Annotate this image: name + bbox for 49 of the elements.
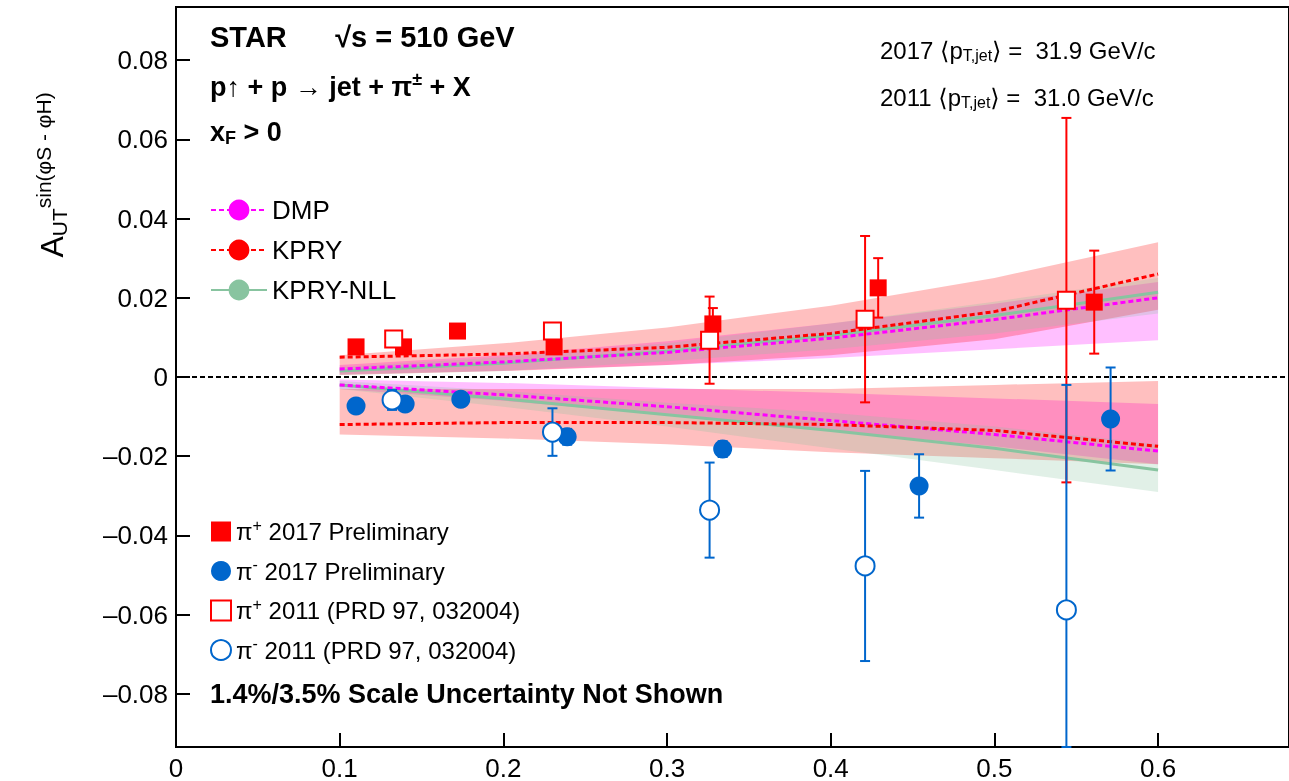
y-tick-label: –0.06 — [102, 599, 168, 630]
line-series — [338, 421, 1160, 448]
line-series — [338, 383, 1160, 453]
point — [381, 389, 403, 411]
point — [346, 396, 366, 416]
point — [855, 309, 875, 329]
x-tick-label: 0.2 — [485, 753, 522, 781]
y-axis-title: AUTsin(φS - φH) — [31, 92, 71, 258]
point — [1056, 290, 1076, 310]
x-tick-label: 0.5 — [976, 753, 1013, 781]
y-tick-label: 0 — [153, 362, 168, 392]
point — [909, 476, 929, 496]
x-tick-label: 0.4 — [812, 753, 849, 781]
x-tick-label: 0.6 — [1139, 753, 1177, 781]
point — [451, 389, 471, 409]
legend-label: π- 2011 (PRD 97, 032004) — [236, 635, 517, 664]
text: STAR √s = 510 GeV — [210, 20, 516, 53]
point — [704, 315, 722, 333]
point — [541, 421, 563, 443]
point — [869, 279, 887, 297]
annotation: 2017 ⟨pT,jet⟩ = 31.9 GeV/c — [880, 36, 1156, 64]
point — [1055, 599, 1077, 621]
point — [700, 330, 720, 350]
point — [1085, 293, 1103, 311]
y-tick-label: 0.06 — [117, 124, 168, 155]
y-tick-label: –0.08 — [102, 678, 168, 709]
x-tick-label: 0.1 — [321, 753, 358, 781]
y-tick-label: 0.02 — [117, 282, 168, 313]
point — [384, 329, 404, 349]
point — [699, 499, 721, 521]
point — [449, 322, 467, 340]
annotation: p↑ + p → jet + π± + X — [210, 69, 471, 102]
y-tick-label: –0.02 — [102, 441, 168, 472]
point — [347, 338, 365, 356]
y-tick-label: 0.04 — [117, 203, 168, 234]
x-tick-label: 0.3 — [648, 753, 686, 781]
y-tick-label: –0.04 — [102, 520, 168, 551]
annotation: 2011 ⟨pT,jet⟩ = 31.0 GeV/c — [880, 83, 1154, 111]
legend-label: π- 2017 Preliminary — [236, 556, 445, 585]
annotation: 1.4%/3.5% Scale Uncertainty Not Shown — [210, 678, 724, 709]
point — [854, 555, 876, 577]
point — [542, 321, 562, 341]
legend-label: π+ 2011 (PRD 97, 032004) — [236, 595, 521, 624]
legend-label: KPRY — [272, 235, 343, 265]
legend-label: KPRY-NLL — [272, 275, 397, 305]
legend-label: DMP — [272, 195, 330, 225]
legend-label: π+ 2017 Preliminary — [236, 516, 449, 545]
y-tick-label: 0.08 — [117, 45, 168, 76]
point — [1101, 409, 1121, 429]
